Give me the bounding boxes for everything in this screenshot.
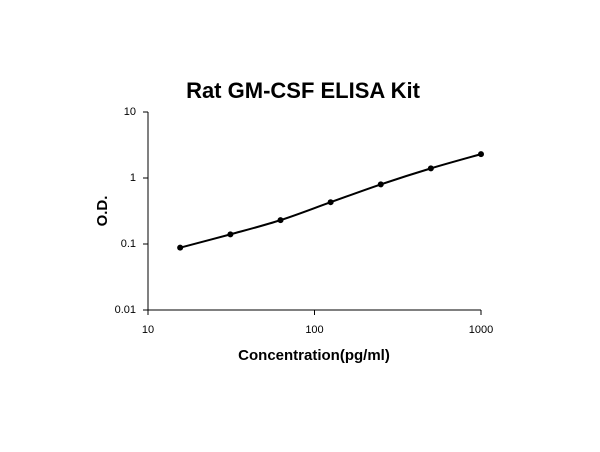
chart-title: Rat GM-CSF ELISA Kit	[186, 78, 421, 103]
x-tick-label: 10	[142, 324, 154, 336]
y-tick-label: 1	[130, 172, 136, 184]
x-tick-label: 1000	[469, 324, 493, 336]
data-point	[277, 217, 284, 224]
data-point	[427, 165, 434, 172]
y-tick-label: 0.01	[115, 304, 136, 316]
data-point	[377, 181, 384, 188]
y-tick-label: 0.1	[121, 238, 136, 250]
x-tick-label: 100	[305, 324, 323, 336]
x-axis-label: Concentration(pg/ml)	[238, 347, 390, 364]
data-point	[327, 199, 334, 206]
data-point	[227, 231, 234, 238]
y-tick-label: 10	[124, 106, 136, 118]
data-point	[177, 244, 184, 251]
y-axis-label: O.D.	[94, 196, 111, 227]
data-point	[478, 151, 484, 158]
